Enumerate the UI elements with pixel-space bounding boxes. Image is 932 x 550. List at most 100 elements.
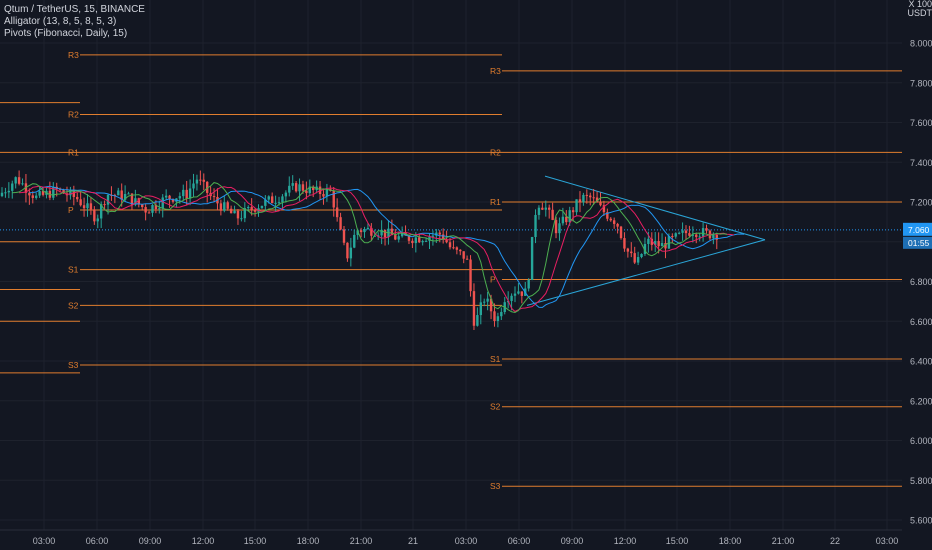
candle-body [411, 240, 414, 244]
candle-body [127, 193, 130, 195]
candle-body [548, 207, 551, 210]
candle-body [366, 227, 370, 229]
candle-body [7, 190, 11, 193]
candle-body [240, 218, 243, 220]
candle-body [616, 223, 619, 227]
x-tick-label: 21:00 [350, 536, 373, 546]
candle-body [164, 195, 168, 198]
candle-body [76, 196, 79, 200]
candle-body [595, 197, 599, 203]
candle-body [243, 208, 247, 219]
pivot-label-r2: R2 [490, 147, 501, 157]
y-tick-label: 6.800 [910, 277, 932, 287]
indicator-alligator[interactable]: Alligator (13, 8, 5, 8, 5, 3) [4, 16, 117, 27]
x-tick-label: 15:00 [666, 536, 689, 546]
candle-body [619, 226, 623, 239]
x-tick-label: 06:00 [86, 536, 109, 546]
candle-body [400, 232, 404, 237]
candle-body [486, 298, 489, 302]
candle-body [712, 235, 715, 239]
candle-body [373, 235, 376, 237]
candle-body [589, 195, 592, 198]
candle-body [291, 183, 294, 186]
x-tick-label: 06:00 [508, 536, 531, 546]
candle-body [14, 177, 17, 184]
currency-label: X 100 USDT [904, 0, 932, 18]
candle-body [397, 236, 400, 240]
candle-body [520, 291, 524, 296]
candle-body [99, 204, 103, 219]
candle-body [277, 202, 281, 204]
candle-body [28, 192, 31, 196]
candle-body [571, 210, 575, 213]
candle-body [281, 196, 284, 203]
candle-body [575, 199, 578, 213]
candle-body [438, 232, 441, 235]
candle-body [270, 196, 274, 204]
y-tick-label: 6.200 [910, 396, 932, 406]
candle-body [654, 241, 657, 245]
candle-body [647, 238, 650, 244]
x-tick-label: 21 [408, 536, 418, 546]
candle-body [11, 183, 14, 191]
candle-body [554, 219, 558, 234]
candle-body [192, 183, 195, 189]
candle-body [298, 184, 301, 192]
candle-body [106, 194, 110, 205]
y-tick-label: 8.000 [910, 39, 932, 49]
pivot-label-r3: R3 [490, 66, 501, 76]
x-tick-label: 12:00 [192, 536, 215, 546]
candle-body [247, 207, 250, 209]
candle-body [93, 209, 96, 222]
grid [0, 0, 902, 530]
candle-body [38, 191, 41, 196]
candle-body [154, 204, 158, 210]
candle-body [212, 196, 216, 198]
candle-body [630, 251, 633, 254]
candle-body [120, 190, 123, 200]
candle-body [606, 212, 609, 219]
candle-body [544, 207, 547, 210]
candle-body [359, 230, 363, 233]
candle-body [332, 190, 335, 208]
candle-body [472, 291, 476, 326]
x-tick-label: 18:00 [719, 536, 742, 546]
candle-body [667, 236, 671, 249]
y-tick-label: 6.600 [910, 317, 932, 327]
candle-body [41, 191, 45, 195]
candle-body [223, 202, 226, 211]
candle-body [123, 193, 127, 200]
candle-body [185, 189, 188, 199]
candle-body [561, 216, 565, 224]
time-axis[interactable]: 03:00 06:00 09:00 12:00 15:00 18:00 21:00 21 03:… [0, 529, 902, 546]
indicator-pivots[interactable]: Pivots (Fibonacci, Daily, 15) [4, 28, 128, 39]
candle-body [199, 179, 202, 181]
candle-body [35, 195, 38, 198]
pivot-label-p: P [68, 205, 74, 215]
candle-body [346, 242, 349, 259]
candle-body [513, 293, 517, 296]
x-tick-label: 12:00 [614, 536, 637, 546]
triangle-upper-line [544, 175, 766, 241]
candle-body [325, 189, 329, 197]
candle-body [582, 194, 585, 203]
pivot-label-r1: R1 [68, 147, 79, 157]
candle-body [264, 199, 267, 206]
candle-body [130, 193, 134, 205]
triangle-drawing[interactable] [526, 175, 766, 306]
candle-body [681, 230, 684, 233]
candle-body [301, 184, 305, 191]
candle-body [510, 295, 513, 301]
last-price-value: 7.060 [908, 225, 930, 235]
candle-body [534, 214, 537, 238]
candle-body [592, 197, 595, 199]
y-tick-label: 7.800 [910, 78, 932, 88]
candle-body [530, 237, 534, 280]
price-axis[interactable]: 8.0007.8007.6007.4007.2007.0006.8006.600… [903, 39, 932, 526]
candle-body [640, 253, 643, 258]
candle-body [455, 247, 459, 250]
candle-body [636, 257, 640, 263]
candle-body [671, 236, 674, 238]
candle-body [141, 204, 144, 208]
